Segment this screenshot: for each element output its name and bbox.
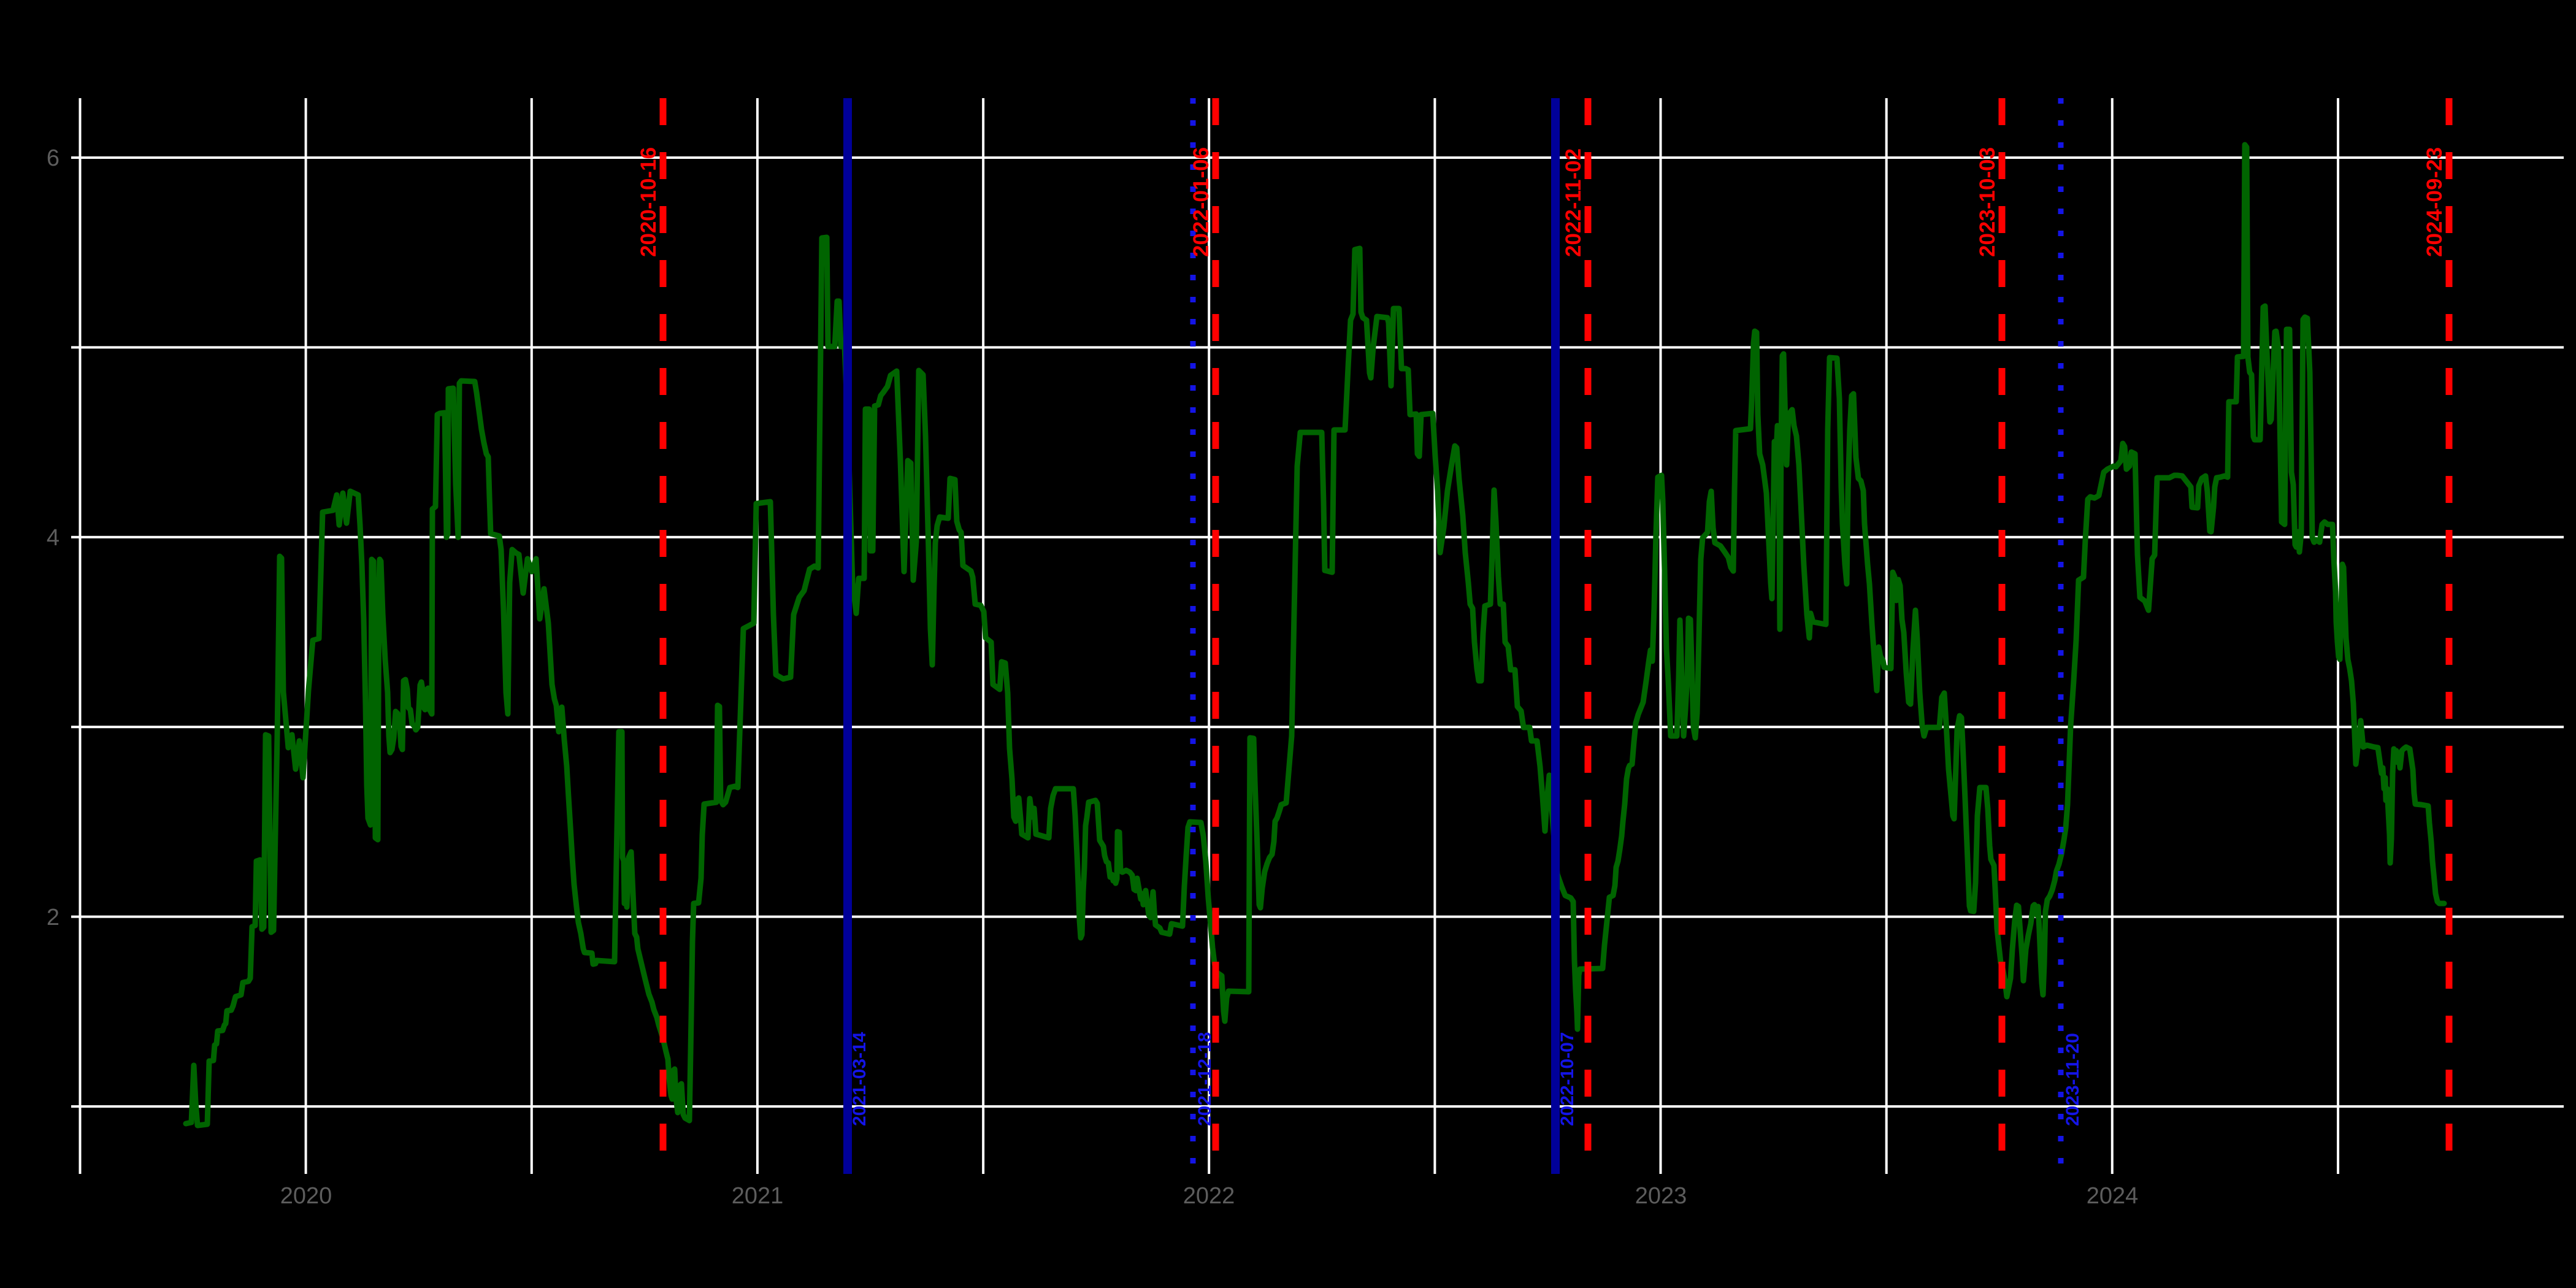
svg-text:4: 4 xyxy=(47,525,59,551)
svg-text:2022-11-02: 2022-11-02 xyxy=(1562,148,1585,257)
svg-text:2: 2 xyxy=(47,905,59,930)
svg-text:2022: 2022 xyxy=(1183,1183,1235,1209)
svg-text:2021: 2021 xyxy=(732,1183,784,1209)
svg-text:2022-10-07: 2022-10-07 xyxy=(1557,1032,1577,1126)
svg-text:6: 6 xyxy=(47,145,59,171)
svg-text:2024: 2024 xyxy=(2087,1183,2139,1209)
svg-text:2024-09-23: 2024-09-23 xyxy=(2423,147,2447,257)
svg-text:2023-10-03: 2023-10-03 xyxy=(1976,147,1999,257)
svg-text:2021-03-14: 2021-03-14 xyxy=(849,1032,870,1126)
svg-text:2023: 2023 xyxy=(1635,1183,1687,1209)
svg-text:2021-12-18: 2021-12-18 xyxy=(1195,1032,1215,1126)
svg-text:2022-01-06: 2022-01-06 xyxy=(1189,147,1213,257)
svg-text:2023-11-20: 2023-11-20 xyxy=(2063,1033,2083,1126)
svg-text:2020: 2020 xyxy=(280,1183,332,1209)
svg-text:2020-10-16: 2020-10-16 xyxy=(637,147,661,257)
